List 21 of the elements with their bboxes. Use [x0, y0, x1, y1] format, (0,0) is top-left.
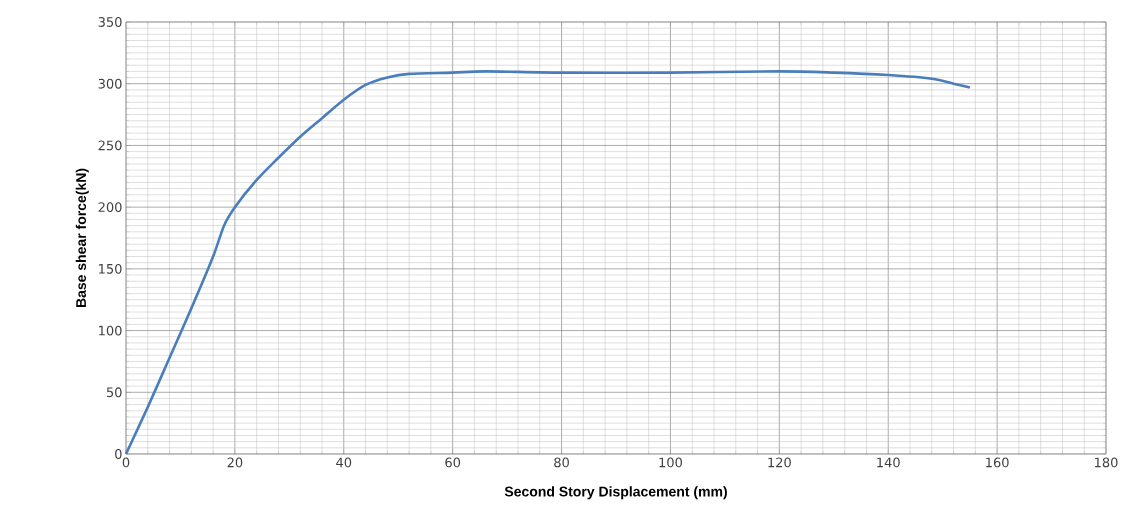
x-tick-label: 140 [877, 457, 900, 468]
y-tick-label: 350 [98, 17, 122, 27]
x-tick-label: 40 [336, 457, 352, 468]
y-axis-title: Base shear force(kN) [75, 168, 89, 308]
y-tick-label: 150 [99, 263, 122, 274]
x-tick-label: 0 [122, 457, 130, 468]
y-tick-label: 0 [115, 449, 122, 459]
x-tick-label: 160 [986, 457, 1009, 468]
y-tick-label: 300 [98, 78, 122, 89]
x-tick-label: 100 [659, 457, 682, 468]
line-series [124, 70, 972, 456]
y-tick-label: 250 [98, 140, 122, 151]
x-axis-title: Second Story Displacement (mm) [504, 486, 727, 500]
x-tick-label: 20 [227, 457, 243, 468]
y-tick-label: 100 [99, 325, 122, 336]
x-tick-label: 180 [1095, 457, 1118, 468]
y-tick-label: 50 [106, 387, 122, 398]
y-tick-label: 200 [98, 202, 122, 213]
x-tick-label: 80 [554, 457, 569, 468]
x-tick-label: 120 [768, 457, 791, 468]
x-tick-label: 60 [445, 457, 461, 468]
